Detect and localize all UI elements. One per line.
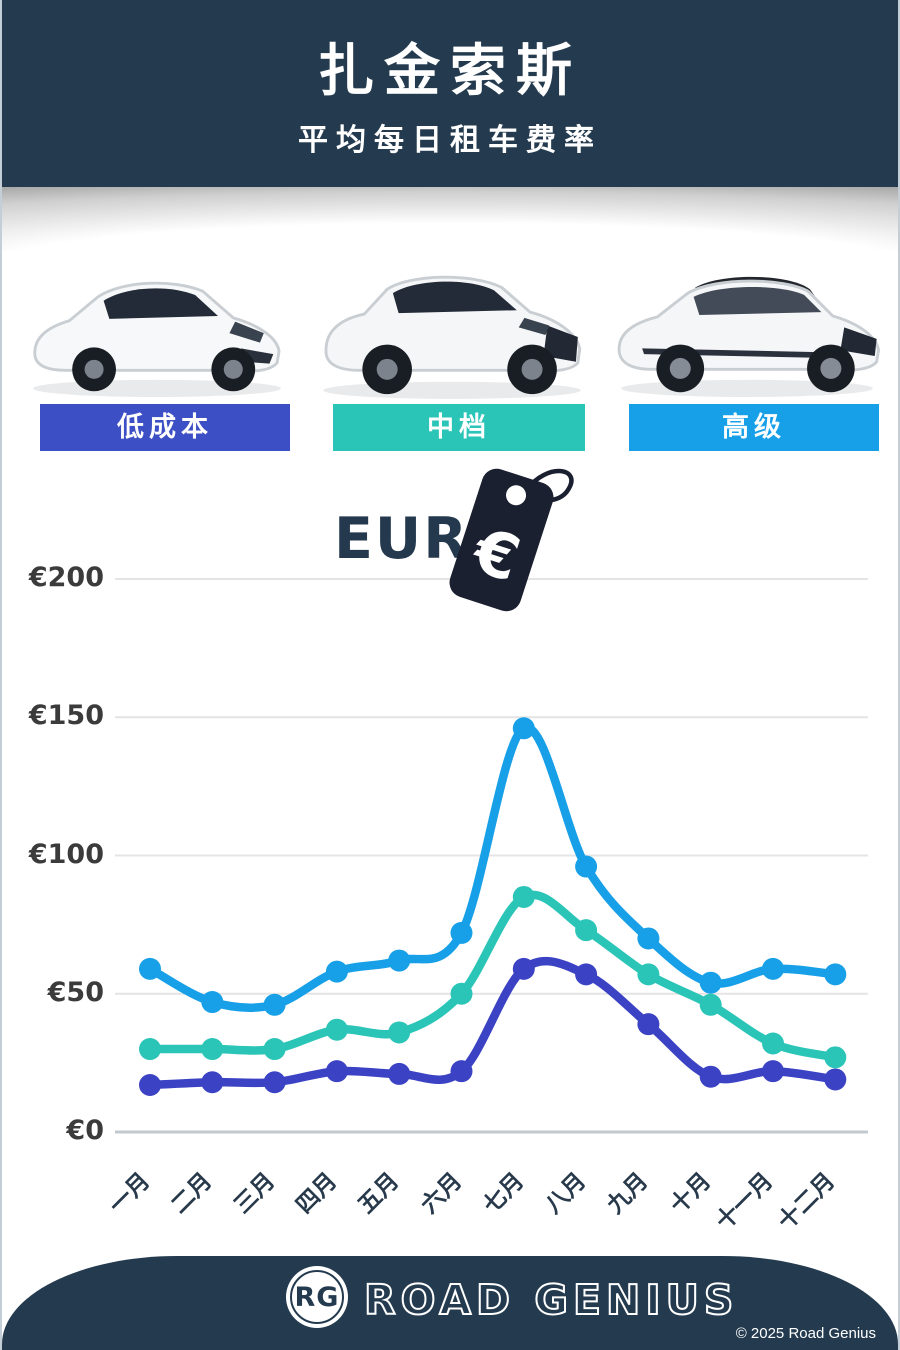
data-point-中档 <box>824 1046 847 1069</box>
data-point-中档 <box>575 919 598 942</box>
y-tick-label: €200 <box>28 562 104 593</box>
data-point-中档 <box>762 1032 784 1055</box>
data-point-低成本 <box>388 1062 411 1085</box>
data-point-高级 <box>512 717 535 740</box>
y-tick-label: €100 <box>28 838 104 870</box>
data-point-中档 <box>263 1038 286 1061</box>
data-point-低成本 <box>325 1060 348 1083</box>
category-badge-midrange: 中档 <box>333 404 585 451</box>
header: 扎金索斯 平均每日租车费率 <box>2 0 898 187</box>
category-badge-premium: 高级 <box>629 404 879 451</box>
data-point-中档 <box>325 1018 348 1041</box>
series-line-高级 <box>145 723 840 1012</box>
data-point-高级 <box>388 949 411 972</box>
premium-car-image <box>617 276 881 397</box>
rental-rates-line-chart <box>115 578 868 1134</box>
data-point-低成本 <box>575 963 598 986</box>
copyright-text: © 2025 Road Genius <box>735 1325 876 1342</box>
data-point-中档 <box>388 1021 411 1044</box>
category-badge-economy: 低成本 <box>40 404 290 451</box>
data-point-低成本 <box>139 1073 161 1096</box>
y-tick-label: €0 <box>66 1115 104 1146</box>
footer <box>2 1256 898 1350</box>
data-point-中档 <box>201 1038 224 1061</box>
road-genius-logo: RG <box>286 1266 348 1328</box>
data-point-高级 <box>450 921 473 944</box>
data-point-低成本 <box>201 1071 224 1094</box>
currency-label: EUR <box>334 506 470 572</box>
header-shine-gradient <box>2 187 898 251</box>
data-point-高级 <box>762 957 784 980</box>
economy-car-image <box>33 281 281 397</box>
data-point-中档 <box>512 885 535 908</box>
data-point-高级 <box>263 993 286 1016</box>
data-point-低成本 <box>450 1060 473 1083</box>
data-point-高级 <box>325 960 348 983</box>
data-point-低成本 <box>263 1071 286 1094</box>
data-point-高级 <box>201 991 224 1014</box>
data-point-中档 <box>450 982 473 1005</box>
data-point-低成本 <box>637 1013 660 1036</box>
data-point-低成本 <box>512 957 535 980</box>
price-tag-icon: € <box>449 468 574 612</box>
page-subtitle: 平均每日租车费率 <box>298 123 602 158</box>
data-point-高级 <box>824 963 847 986</box>
data-point-高级 <box>139 957 161 980</box>
data-point-高级 <box>575 855 598 878</box>
midrange-car-image <box>323 275 582 399</box>
data-point-中档 <box>139 1038 161 1061</box>
y-tick-label: €150 <box>28 700 104 732</box>
series-line-中档 <box>145 890 840 1062</box>
car-images-row <box>2 248 898 403</box>
data-point-高级 <box>699 971 722 994</box>
data-point-中档 <box>699 993 722 1016</box>
data-point-高级 <box>637 927 660 950</box>
logo-ring <box>290 1270 344 1324</box>
brand-wordmark: ROAD GENIUS <box>363 1275 739 1325</box>
data-point-低成本 <box>824 1068 847 1091</box>
data-point-中档 <box>637 963 660 986</box>
logo-initials: RG <box>294 1281 340 1313</box>
data-point-低成本 <box>762 1060 784 1083</box>
data-point-低成本 <box>699 1065 722 1088</box>
page-title: 扎金索斯 <box>318 39 582 104</box>
y-tick-label: €50 <box>47 976 104 1008</box>
